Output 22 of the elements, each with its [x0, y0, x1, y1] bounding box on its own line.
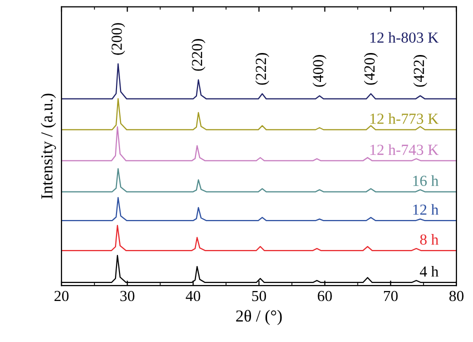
annotation: (422) [413, 55, 428, 87]
x-tick-label: 20 [54, 290, 69, 302]
x-tick-label: 70 [384, 290, 398, 302]
series-label: 4 h [420, 266, 438, 277]
y-axis-title: Intensity / (a.u.) [40, 94, 56, 199]
annotation: (222) [255, 53, 270, 85]
series-label: 12 h [413, 204, 438, 215]
annotation: (200) [111, 23, 126, 55]
x-tick-label: 40 [186, 290, 200, 302]
x-axis-title: 2θ / (°) [236, 310, 282, 326]
x-tick-label: 60 [318, 290, 332, 302]
annotation: (420) [364, 53, 378, 85]
annotation: (400) [312, 55, 326, 87]
x-tick-label: 30 [120, 290, 134, 302]
annotation: (220) [191, 39, 206, 71]
text: 12 h-803 K [370, 32, 439, 43]
series-label: 8 h [420, 234, 438, 245]
series-label: 12 h-773 K [370, 113, 439, 124]
series-label: 16 h [413, 175, 438, 186]
series-label: 12 h-743 K [370, 144, 439, 155]
x-tick-label: 50 [252, 290, 266, 302]
x-tick-label: 80 [449, 290, 464, 302]
